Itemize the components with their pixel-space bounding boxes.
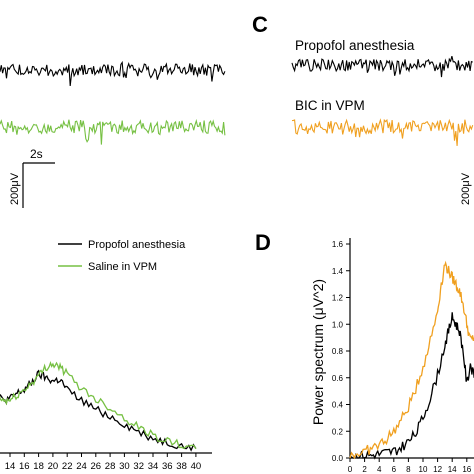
chart-d-x-tick-label: 14 <box>448 465 457 474</box>
chart-d-y-tick-label: 0.4 <box>332 401 344 410</box>
chart-d-x-tick-label: 0 <box>348 465 353 474</box>
chart-b-x-tick-label: 20 <box>48 461 59 472</box>
chart-d-y-tick-label: 0.6 <box>332 374 344 383</box>
chart-d-x-tick-label: 6 <box>392 465 397 474</box>
chart-b-x-tick-label: 24 <box>76 461 87 472</box>
chart-b-x-tick-label: 38 <box>176 461 187 472</box>
chart-b-x-tick-label: 34 <box>148 461 159 472</box>
chart-d-x-tick-label: 10 <box>419 465 428 474</box>
chart-d-x-tick-label: 12 <box>433 465 442 474</box>
chart-d-y-label: Power spectrum (μV^2) <box>310 279 326 425</box>
chart-b-series-line <box>0 361 197 450</box>
scalebar-right-voltage-label: 200μV <box>460 172 472 205</box>
scalebar-left: 2s 200μV <box>9 147 55 208</box>
chart-d-y-tick-label: 1.0 <box>332 320 344 329</box>
chart-b-x-tick-label: 32 <box>133 461 144 472</box>
chart-d-y-tick-label: 0.0 <box>332 454 344 463</box>
chart-d-series-line <box>349 260 474 460</box>
chart-b-x-tick-label: 22 <box>62 461 73 472</box>
chart-d: 0.0 0.2 0.4 0.6 0.8 1.0 1.2 1.4 1.6 0 2 4 6 8 10 12 14 16… <box>310 238 474 474</box>
chart-d-x-tick-label: 4 <box>377 465 382 474</box>
panel-label-c: C <box>252 12 268 37</box>
chart-b-x-tick-label: 40 <box>191 461 202 472</box>
chart-d-x-tick-label: 8 <box>406 465 411 474</box>
chart-d-y-tick-label: 0.2 <box>332 427 344 436</box>
chart-d-y-tick-label: 1.6 <box>332 240 344 249</box>
chart-d-x-tick-label: 2 <box>362 465 367 474</box>
eeg-trace-top-right <box>291 55 473 78</box>
chart-d-x-tick-label: 16 <box>462 465 471 474</box>
chart-b-x-tick-label: 18 <box>33 461 44 472</box>
chart-d-y-tick-label: 1.4 <box>332 267 344 276</box>
eeg-trace-mid-right <box>291 118 474 146</box>
scalebar-left-voltage-label: 200μV <box>9 172 21 205</box>
trace-label-propofol: Propofol anesthesia <box>295 38 415 53</box>
chart-b-legend-label: Saline in VPM <box>88 261 157 273</box>
chart-b-x-tick-label: 16 <box>19 461 30 472</box>
eeg-trace-top-left <box>0 60 226 87</box>
panel-label-d: D <box>255 230 271 255</box>
chart-b: 1416182022242628303234363840Frequency (H… <box>0 239 212 472</box>
chart-d-y-tick-label: 0.8 <box>332 347 344 356</box>
chart-b-x-tick-label: 28 <box>105 461 116 472</box>
trace-label-bic: BIC in VPM <box>295 98 365 113</box>
chart-b-legend-label: Propofol anesthesia <box>88 239 186 251</box>
chart-b-x-tick-label: 30 <box>119 461 130 472</box>
chart-b-x-tick-label: 14 <box>5 461 16 472</box>
eeg-trace-mid-left <box>0 118 226 145</box>
chart-d-y-tick-label: 1.2 <box>332 294 344 303</box>
chart-b-x-tick-label: 36 <box>162 461 173 472</box>
chart-d-series-line <box>349 312 474 460</box>
scalebar-left-time-label: 2s <box>30 147 43 161</box>
chart-b-x-tick-label: 26 <box>91 461 102 472</box>
